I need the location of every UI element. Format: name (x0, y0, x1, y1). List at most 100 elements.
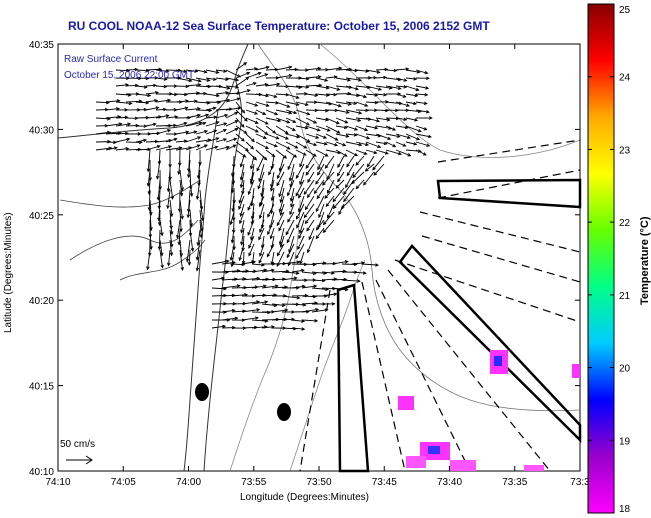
current-arrow (211, 324, 227, 329)
current-arrow (247, 195, 255, 211)
current-arrow (287, 155, 295, 171)
current-arrow (308, 227, 315, 241)
current-arrow (335, 77, 351, 82)
x-tick-label: 73:45 (372, 477, 397, 488)
current-arrow (275, 125, 289, 134)
current-arrow (313, 179, 325, 195)
y-tick-label: 40:30 (29, 125, 54, 136)
colorbar-label: Temperature (°C) (639, 216, 651, 305)
current-arrow (324, 187, 335, 199)
plot-frame (57, 43, 581, 472)
current-arrow (241, 260, 257, 265)
colorbar-ticks: 25 24 23 22 21 20 19 18 (588, 3, 631, 515)
x-tick-label: 73:55 (241, 477, 266, 488)
current-arrow (238, 195, 245, 210)
current-arrow (372, 155, 385, 171)
current-arrow (215, 145, 230, 151)
current-arrow (230, 179, 235, 194)
current-arrow (239, 155, 245, 168)
current-arrow (395, 93, 407, 98)
current-arrow (345, 141, 363, 147)
current-arrow (375, 93, 388, 97)
current-arrow (295, 141, 308, 149)
current-arrow (278, 155, 285, 172)
current-arrow (185, 136, 202, 143)
current-arrow (185, 83, 202, 87)
current-arrow (281, 276, 298, 281)
current-arrow (405, 93, 419, 98)
current-arrow (238, 243, 245, 262)
current-arrow (145, 145, 161, 151)
current-arrow (324, 155, 335, 169)
current-arrow (286, 179, 295, 197)
current-arrow (315, 219, 325, 231)
current-arrow (265, 93, 278, 98)
current-arrow (315, 141, 328, 146)
current-arrow (281, 260, 301, 265)
current-arrow (249, 155, 255, 170)
current-arrow (415, 69, 429, 75)
current-arrow (405, 125, 422, 133)
current-arrow (187, 159, 191, 179)
current-arrow (395, 117, 408, 122)
current-arrow (205, 115, 218, 119)
current-arrow (221, 260, 236, 265)
y-axis-label: Latitude (Degrees:Minutes) (3, 212, 14, 333)
current-arrow (155, 114, 170, 119)
current-arrow (278, 179, 285, 198)
current-arrow (317, 163, 325, 176)
current-arrow (285, 117, 297, 123)
current-arrow (281, 295, 301, 300)
current-arrow (345, 149, 359, 157)
current-arrow (167, 249, 171, 267)
current-arrow (175, 69, 188, 74)
current-arrow (275, 65, 293, 71)
current-arrow (299, 171, 305, 186)
current-arrow (375, 149, 389, 155)
current-arrow (346, 163, 355, 177)
x-tick-label: 73:35 (502, 477, 527, 488)
current-arrow (258, 227, 265, 241)
current-arrow (385, 85, 402, 90)
current-arrow (205, 129, 218, 135)
current-arrow (355, 125, 369, 132)
current-arrow (258, 195, 265, 208)
current-arrow (415, 93, 429, 97)
current-arrow (255, 82, 269, 87)
current-arrow (295, 125, 309, 130)
current-arrow (135, 138, 148, 143)
current-arrow (155, 84, 168, 89)
current-arrow (276, 211, 285, 227)
current-arrow (211, 276, 226, 281)
current-arrow (321, 302, 336, 306)
current-arrow (211, 259, 230, 265)
current-arrow (235, 101, 246, 114)
current-arrow (95, 130, 112, 135)
current-arrow (355, 141, 370, 147)
current-arrow (307, 171, 315, 183)
colorbar-tick-label: 20 (619, 364, 631, 375)
current-arrow (365, 141, 382, 149)
current-arrow (189, 229, 195, 252)
current-arrow (255, 109, 267, 115)
map-plot-area: Raw Surface Current October 15, 2006 22:… (57, 43, 582, 473)
current-arrow (255, 101, 270, 107)
current-arrow (195, 249, 201, 272)
current-arrow (305, 155, 315, 169)
current-arrow (345, 77, 363, 82)
current-arrow (278, 195, 285, 213)
current-arrow (259, 243, 265, 257)
current-arrow (196, 229, 201, 247)
current-arrow (258, 163, 265, 183)
current-arrow (296, 211, 305, 229)
current-arrow (195, 77, 211, 82)
current-arrow (305, 66, 322, 71)
x-tick-label: 74:00 (176, 477, 201, 488)
current-arrow (306, 187, 315, 199)
current-arrow (125, 67, 139, 72)
current-arrow (145, 98, 159, 103)
current-arrow (145, 122, 157, 127)
current-arrow (305, 117, 318, 124)
current-arrow (286, 227, 295, 244)
current-arrow (298, 219, 305, 234)
